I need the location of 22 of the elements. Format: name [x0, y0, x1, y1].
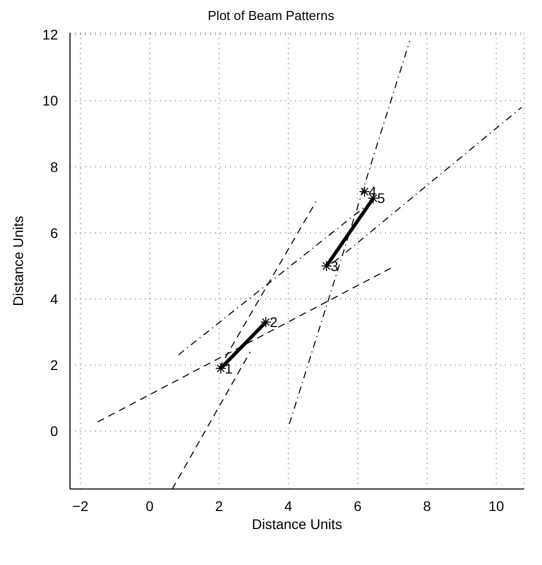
y-tick-label: 12	[42, 26, 58, 43]
annotation: 3	[330, 258, 338, 274]
x-axis-title: Distance Units	[252, 516, 342, 532]
x-tick-label: 6	[354, 498, 362, 514]
annotation: 5	[377, 190, 386, 206]
x-tick-label: −2	[72, 498, 89, 514]
x-tick-label: 4	[284, 498, 292, 514]
y-tick-label: 4	[50, 290, 58, 307]
x-tick-label: 10	[488, 498, 504, 514]
x-tick-label: 8	[423, 498, 432, 514]
annotation: 1	[224, 360, 233, 376]
annotation: 4	[368, 184, 377, 200]
x-tick-label: 0	[146, 498, 154, 514]
y-tick-label: 0	[50, 423, 58, 440]
y-tick-label: 10	[42, 92, 58, 109]
y-axis-title: Distance Units	[10, 216, 26, 306]
chart-title: Plot of Beam Patterns	[206, 8, 336, 23]
y-tick-label: 8	[50, 158, 58, 175]
y-tick-label: 2	[50, 357, 58, 374]
y-tick-label: 6	[50, 224, 58, 241]
annotation: 2	[270, 314, 278, 330]
x-tick-label: 2	[215, 498, 224, 514]
